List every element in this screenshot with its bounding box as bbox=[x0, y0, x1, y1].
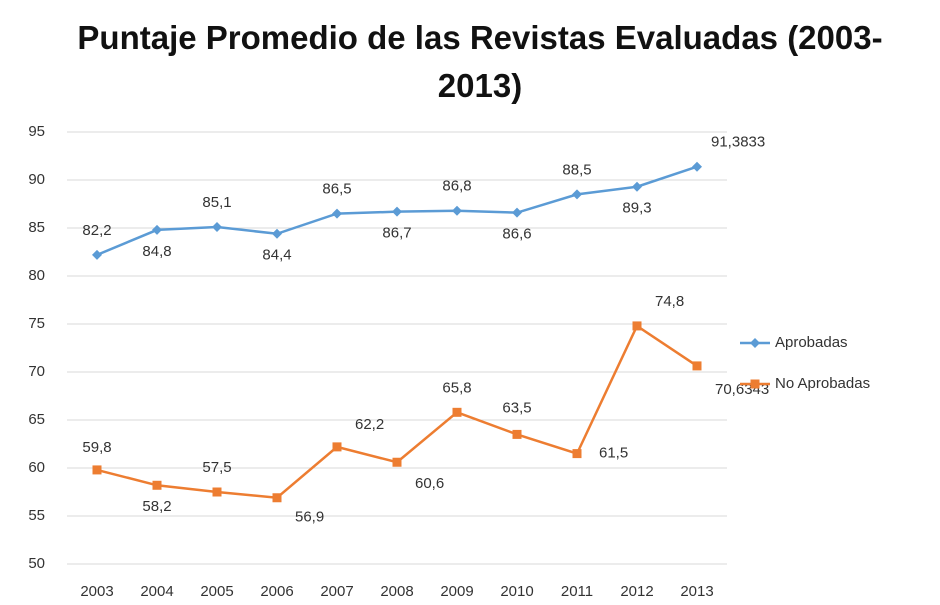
x-tick-label: 2011 bbox=[561, 583, 593, 600]
data-label: 89,3 bbox=[622, 200, 651, 217]
point-marker bbox=[572, 189, 582, 200]
point-marker bbox=[272, 493, 282, 503]
x-tick-label: 2013 bbox=[680, 583, 713, 600]
point-marker bbox=[692, 361, 702, 371]
point-marker bbox=[332, 442, 342, 452]
point-marker bbox=[572, 449, 582, 459]
x-tick-label: 2012 bbox=[620, 583, 653, 600]
point-marker bbox=[332, 208, 342, 219]
y-tick-label: 95 bbox=[28, 123, 45, 140]
point-marker bbox=[632, 321, 642, 331]
data-label: 56,9 bbox=[295, 509, 324, 526]
point-marker bbox=[750, 338, 760, 348]
point-marker bbox=[392, 206, 402, 217]
data-label: 58,2 bbox=[142, 498, 171, 515]
data-label: 60,6 bbox=[415, 475, 444, 492]
data-label: 85,1 bbox=[202, 194, 231, 211]
x-tick-label: 2003 bbox=[80, 583, 113, 600]
data-label: 65,8 bbox=[442, 379, 471, 396]
y-tick-label: 90 bbox=[28, 171, 45, 188]
y-tick-label: 80 bbox=[28, 267, 45, 284]
point-marker bbox=[452, 205, 462, 216]
x-tick-label: 2006 bbox=[260, 583, 293, 600]
data-label: 62,2 bbox=[355, 416, 384, 433]
point-marker bbox=[452, 407, 462, 417]
point-marker bbox=[212, 487, 222, 497]
data-label: 74,8 bbox=[655, 293, 684, 310]
point-marker bbox=[632, 181, 642, 192]
y-tick-label: 75 bbox=[28, 315, 45, 332]
y-tick-label: 60 bbox=[28, 459, 45, 476]
point-marker bbox=[692, 161, 702, 172]
data-label: 86,5 bbox=[322, 181, 351, 198]
point-marker bbox=[392, 457, 402, 467]
x-tick-label: 2004 bbox=[140, 583, 173, 600]
point-marker bbox=[92, 465, 102, 475]
point-marker bbox=[512, 207, 522, 218]
y-tick-label: 70 bbox=[28, 363, 45, 380]
point-marker bbox=[212, 222, 222, 233]
data-label: 82,2 bbox=[82, 222, 111, 239]
data-label: 84,4 bbox=[262, 247, 291, 264]
x-tick-label: 2010 bbox=[500, 583, 533, 600]
x-tick-label: 2007 bbox=[320, 583, 353, 600]
point-marker bbox=[272, 228, 282, 239]
data-label: 84,8 bbox=[142, 243, 171, 260]
data-label: 86,6 bbox=[502, 226, 531, 243]
x-tick-label: 2009 bbox=[440, 583, 473, 600]
legend-label: Aprobadas bbox=[775, 334, 848, 351]
point-marker bbox=[512, 429, 522, 439]
y-tick-label: 65 bbox=[28, 411, 45, 428]
x-tick-label: 2008 bbox=[380, 583, 413, 600]
data-label: 86,8 bbox=[442, 178, 471, 195]
series-line bbox=[96, 324, 698, 500]
data-label: 91,3833 bbox=[711, 134, 765, 151]
y-tick-label: 55 bbox=[28, 507, 45, 524]
chart-title: Puntaje Promedio de las Revistas Evaluad… bbox=[77, 19, 883, 104]
legend-label: No Aprobadas bbox=[775, 375, 870, 392]
data-label: 86,7 bbox=[382, 225, 411, 242]
point-marker bbox=[92, 249, 102, 260]
x-tick-label: 2005 bbox=[200, 583, 233, 600]
data-label: 63,5 bbox=[502, 399, 531, 416]
y-tick-label: 85 bbox=[28, 219, 45, 236]
y-tick-label: 50 bbox=[28, 555, 45, 572]
data-label: 57,5 bbox=[202, 459, 231, 476]
data-label: 88,5 bbox=[562, 161, 591, 178]
data-label: 59,8 bbox=[82, 439, 111, 456]
point-marker bbox=[152, 480, 162, 490]
point-marker bbox=[750, 379, 760, 389]
point-marker bbox=[152, 224, 162, 235]
data-label: 61,5 bbox=[599, 445, 628, 462]
